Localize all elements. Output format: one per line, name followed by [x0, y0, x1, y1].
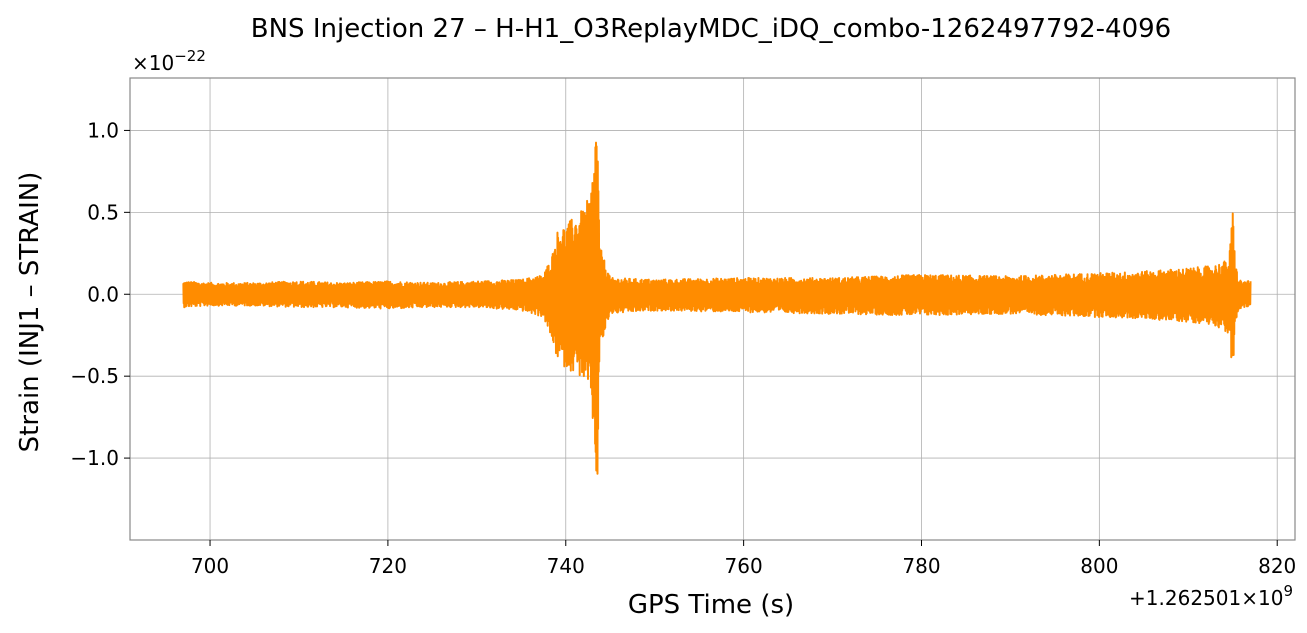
x-offset-exponent: 9 [1283, 582, 1293, 600]
x-tick-label: 720 [369, 554, 407, 578]
y-tick-label: 0.5 [87, 200, 119, 224]
axes-frame [129, 77, 1296, 541]
y-tick-label: −1.0 [70, 446, 119, 470]
y-tick-label: 0.0 [87, 282, 119, 306]
y-tick-label: 1.0 [87, 118, 119, 142]
x-tick-label: 700 [191, 554, 229, 578]
plot-area [182, 141, 1252, 475]
x-tick-label: 800 [1080, 554, 1118, 578]
y-axis-label: Strain (INJ1 – STRAIN) [15, 172, 45, 453]
x-tick-label: 740 [547, 554, 585, 578]
chart-title: BNS Injection 27 – H-H1_O3ReplayMDC_iDQ_… [251, 14, 1171, 44]
tick-marks [124, 129, 1278, 546]
x-tick-label: 780 [902, 554, 940, 578]
x-offset-label: +1.262501×109 [1129, 582, 1293, 610]
x-tick-label: 820 [1258, 554, 1296, 578]
y-scale-exponent: −22 [174, 47, 206, 65]
strain-series-line [182, 141, 1252, 475]
x-axis-label: GPS Time (s) [628, 590, 794, 620]
y-scale-label: ×10−22 [132, 47, 206, 75]
y-tick-label: −0.5 [70, 364, 119, 388]
x-tick-label: 760 [725, 554, 763, 578]
